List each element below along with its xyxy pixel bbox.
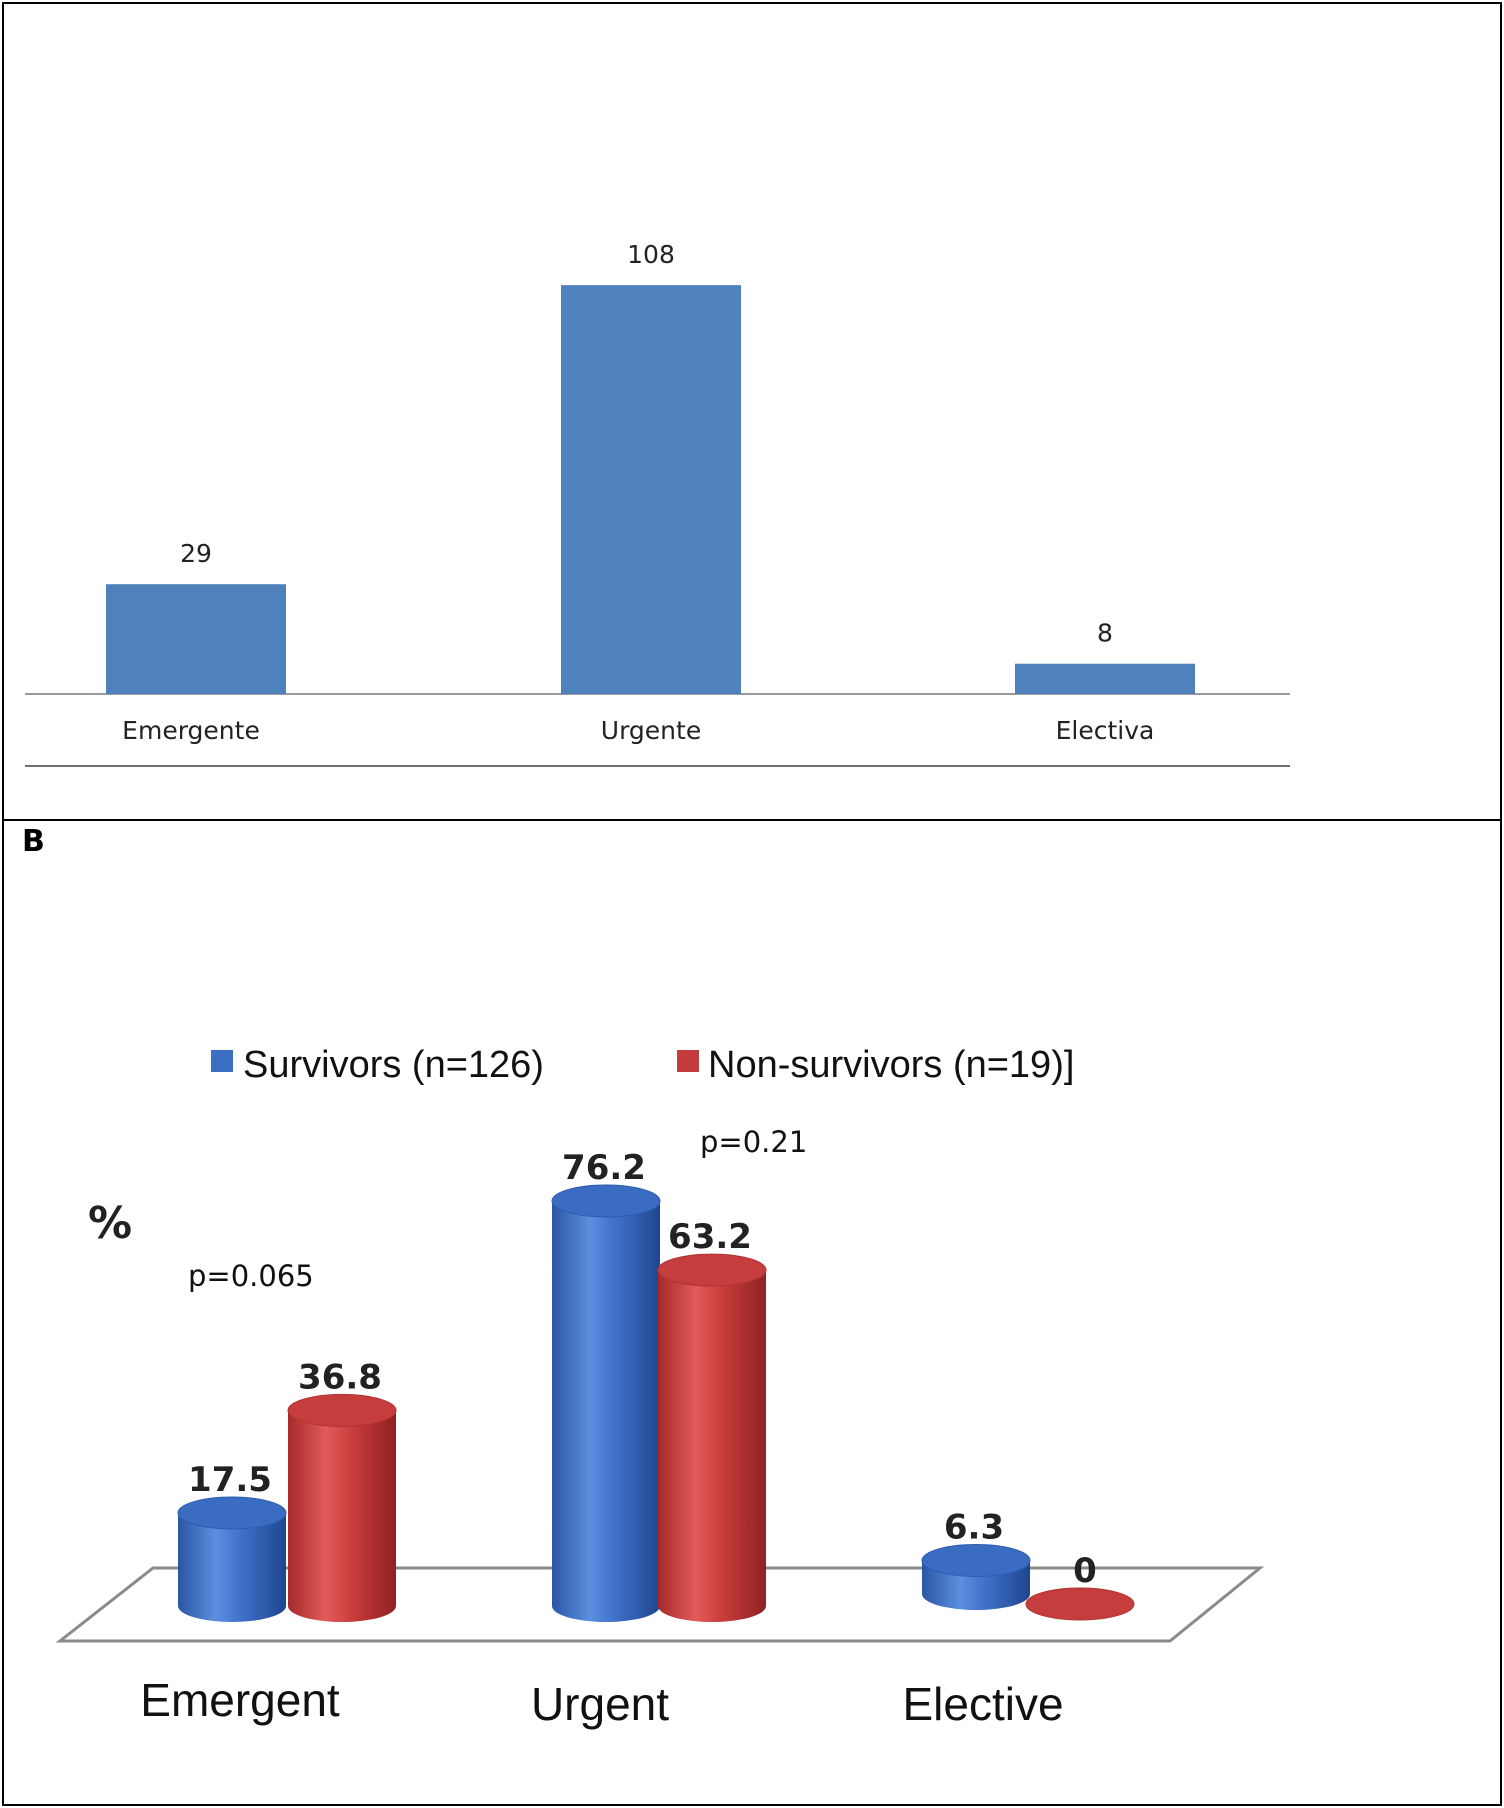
cylinder-body (178, 1512, 286, 1622)
panel-label: B (22, 824, 45, 859)
chart-a-data-label: 29 (180, 539, 212, 568)
chart-a-bar-emergente (106, 584, 286, 694)
cylinder-body (658, 1270, 766, 1622)
cylinder-value-label: 36.8 (298, 1357, 382, 1397)
cylinder-top (921, 1544, 1031, 1578)
chart-a-data-label: 108 (627, 240, 675, 269)
cylinder-top (657, 1253, 767, 1287)
cylinder-top (287, 1393, 397, 1427)
cylinder-body (288, 1410, 396, 1622)
cylinder-value-label: 76.2 (562, 1148, 646, 1188)
cylinder-urgent-s1: 63.2 (657, 1217, 767, 1622)
chart-b-legend: Survivors (n=126) Non-survivors (n=19)] (211, 1044, 1074, 1086)
cylinder-top (551, 1184, 661, 1218)
chart-b-y-label: % (88, 1198, 132, 1249)
chart-b: Survivors (n=126) Non-survivors (n=19)]% p… (55, 1044, 1265, 1730)
cylinder-top (177, 1496, 287, 1530)
chart-a-bar-urgente (561, 285, 741, 694)
legend-label-0: Survivors (n=126) (243, 1044, 544, 1086)
annotation-p-emergent: p=0.065 (188, 1259, 314, 1293)
cylinder-body (552, 1201, 660, 1622)
cylinder-value-label: 0 (1073, 1551, 1097, 1591)
chart-a-bar-electiva (1015, 663, 1195, 694)
chart-b-category-label: Elective (902, 1678, 1063, 1730)
cylinder-emergent-s0: 17.5 (177, 1460, 287, 1622)
chart-a-data-label: 8 (1097, 619, 1113, 648)
legend-swatch-1 (677, 1050, 699, 1072)
chart-a-category-label: Urgente (601, 716, 701, 745)
chart-b-category-label: Urgent (531, 1678, 669, 1730)
chart-b-category-label: Emergent (140, 1674, 340, 1726)
cylinder-value-label: 63.2 (668, 1217, 752, 1257)
cylinder-urgent-s0: 76.2 (551, 1148, 661, 1622)
annotation-p-urgent: p=0.21 (700, 1125, 807, 1159)
chart-a: 29 Emergente 108 Urgente 8 Electiva (25, 240, 1290, 767)
legend-swatch-0 (211, 1050, 233, 1072)
cylinder-top (1025, 1587, 1135, 1621)
cylinder-elective-s0: 6.3 (921, 1508, 1031, 1610)
cylinder-emergent-s1: 36.8 (287, 1357, 397, 1622)
chart-a-category-label: Electiva (1056, 716, 1155, 745)
chart-a-category-label: Emergente (122, 716, 260, 745)
cylinder-elective-s1: 0 (1025, 1551, 1135, 1621)
cylinder-value-label: 17.5 (188, 1460, 272, 1500)
legend-label-1: Non-survivors (n=19)] (708, 1044, 1074, 1086)
cylinder-value-label: 6.3 (944, 1508, 1004, 1548)
